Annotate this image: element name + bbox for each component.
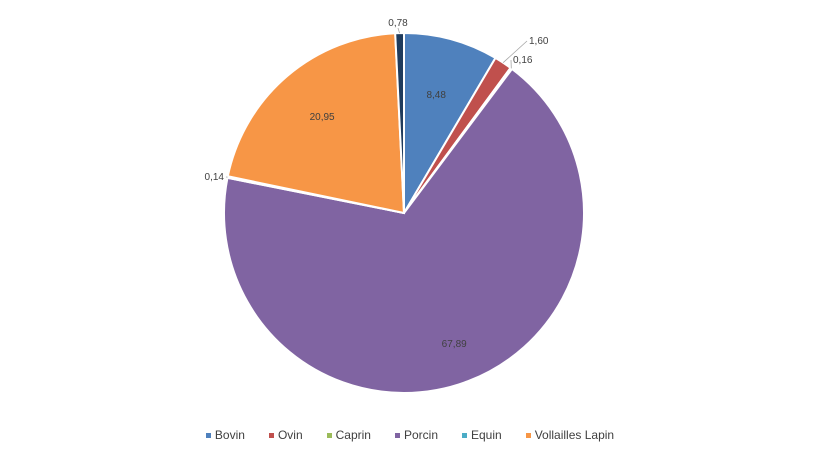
data-label-0-78: 0,78	[388, 18, 408, 29]
legend-item-ovin: Ovin	[269, 428, 303, 442]
legend-swatch-vollailles-lapin	[526, 433, 531, 438]
legend-swatch-caprin	[327, 433, 332, 438]
legend-label-equin: Equin	[471, 428, 502, 442]
legend-label-ovin: Ovin	[278, 428, 303, 442]
data-label-porcin: 67,89	[442, 339, 467, 350]
legend-label-vollailles-lapin: Vollailles Lapin	[535, 428, 614, 442]
legend-swatch-bovin	[206, 433, 211, 438]
legend-item-equin: Equin	[462, 428, 502, 442]
legend-label-porcin: Porcin	[404, 428, 438, 442]
legend-item-vollailles-lapin: Vollailles Lapin	[526, 428, 614, 442]
data-label-equin: 0,14	[205, 172, 225, 183]
legend-swatch-ovin	[269, 433, 274, 438]
legend: Bovin Ovin Caprin Porcin Equin Vollaille…	[0, 428, 820, 442]
legend-swatch-porcin	[395, 433, 400, 438]
legend-item-caprin: Caprin	[327, 428, 371, 442]
legend-item-porcin: Porcin	[395, 428, 438, 442]
legend-item-bovin: Bovin	[206, 428, 245, 442]
data-label-bovin: 8,48	[426, 90, 446, 101]
data-label-vollailles-lapin: 20,95	[310, 112, 335, 123]
legend-label-caprin: Caprin	[336, 428, 371, 442]
legend-swatch-equin	[462, 433, 467, 438]
slices-layer	[224, 33, 584, 393]
legend-label-bovin: Bovin	[215, 428, 245, 442]
data-label-ovin: 1,60	[529, 36, 549, 47]
data-label-caprin: 0,16	[513, 55, 533, 66]
